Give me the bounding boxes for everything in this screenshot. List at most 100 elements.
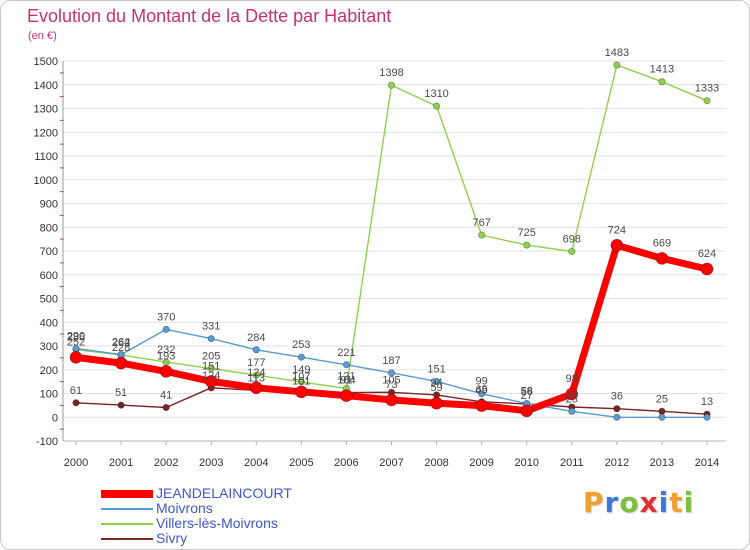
x-tick-label: 2009: [469, 457, 493, 469]
legend-label-villers-les-moivrons: Villers-lès-Moivrons: [156, 515, 278, 531]
data-point-villers-les-moivrons-2002: [162, 358, 170, 366]
data-point-villers-les-moivrons-2011: [568, 247, 576, 256]
data-point-villers-les-moivrons-2005: [297, 378, 305, 386]
data-point-moivrons-2013: [658, 413, 666, 421]
legend-item-sivry: Sivry: [101, 531, 292, 546]
legend-item-moivrons: Moivrons: [101, 501, 292, 516]
y-tick-label: 600: [40, 270, 58, 282]
y-tick-label: 100: [40, 389, 58, 401]
data-label-sivry-2009: 65: [476, 384, 488, 396]
data-point-sivry-2013: [658, 407, 666, 415]
data-points: [69, 61, 714, 421]
x-tick-label: 2013: [650, 457, 674, 469]
x-tick-label: 2007: [379, 457, 403, 469]
data-point-sivry-2002: [162, 403, 170, 412]
data-label-jeandelaincourt-2005: 107: [292, 371, 310, 383]
data-point-villers-les-moivrons-2014: [703, 97, 711, 105]
data-label-sivry-2002: 41: [160, 390, 172, 402]
legend-item-jeandelaincourt: JEANDELAINCOURT: [101, 486, 292, 501]
data-point-jeandelaincourt-2012: [610, 238, 624, 252]
data-label-villers-les-moivrons-2010: 725: [518, 227, 536, 239]
data-point-jeandelaincourt-2014: [700, 262, 714, 276]
data-point-villers-les-moivrons-2003: [207, 364, 215, 373]
logo-letter: t: [669, 486, 684, 519]
x-tick-label: 2008: [424, 457, 448, 469]
data-label-sivry-2008: 94: [430, 377, 442, 389]
data-label-sivry-2012: 36: [611, 391, 623, 403]
y-tick-label: 300: [40, 341, 58, 353]
data-label-jeandelaincourt-2011: 98: [566, 373, 578, 385]
data-label-jeandelaincourt-2012: 724: [608, 224, 626, 236]
data-point-jeandelaincourt-2007: [385, 393, 398, 407]
legend-label-sivry: Sivry: [156, 530, 188, 546]
data-point-jeandelaincourt-2002: [159, 365, 173, 378]
data-label-sivry-2011: 43: [566, 389, 578, 401]
legend-label-moivrons: Moivrons: [156, 500, 213, 516]
data-point-villers-les-moivrons-2007: [387, 81, 396, 89]
data-point-jeandelaincourt-2006: [340, 389, 353, 403]
data-point-jeandelaincourt-2003: [204, 374, 218, 388]
data-label-jeandelaincourt-2008: 59: [430, 382, 442, 394]
data-label-jeandelaincourt-2002: 193: [157, 350, 175, 362]
data-point-sivry-2012: [613, 405, 621, 413]
chart-title: Evolution du Montant de la Dette par Hab…: [27, 6, 392, 26]
data-point-villers-les-moivrons-2008: [432, 102, 441, 110]
data-label-moivrons-2005: 253: [292, 339, 310, 351]
logo-letter: i: [683, 486, 695, 519]
x-tick-label: 2002: [154, 457, 178, 469]
data-point-moivrons-2004: [252, 346, 260, 354]
y-tick-label: 1500: [34, 56, 58, 68]
legend-swatch-jeandelaincourt: [101, 489, 153, 498]
data-label-villers-les-moivrons-2005: 149: [292, 364, 310, 376]
x-tick-label: 2001: [109, 457, 133, 469]
data-label-jeandelaincourt-2007: 73: [385, 379, 397, 391]
data-point-moivrons-2011: [568, 407, 576, 415]
data-label-villers-les-moivrons-2003: 205: [202, 351, 220, 363]
data-label-moivrons-2006: 221: [337, 347, 355, 359]
data-point-moivrons-2002: [162, 325, 170, 333]
data-label-moivrons-2011: 25: [566, 393, 578, 405]
y-tick-label: 900: [40, 199, 58, 211]
legend-item-villers-les-moivrons: Villers-lès-Moivrons: [101, 516, 292, 531]
y-tick-label: 1300: [34, 104, 58, 116]
logo-letter: x: [639, 486, 659, 519]
data-label-villers-les-moivrons-2008: 1310: [424, 88, 448, 100]
y-tick-label: 1000: [34, 175, 58, 187]
x-tick-label: 2004: [244, 457, 268, 469]
data-label-sivry-2014: 13: [701, 396, 713, 408]
data-point-jeandelaincourt-2001: [114, 356, 128, 370]
data-label-sivry-2010: 56: [521, 386, 533, 398]
data-point-moivrons-2006: [342, 361, 351, 369]
x-tick-label: 2003: [199, 457, 223, 469]
data-label-moivrons-2010: 58: [521, 385, 533, 397]
data-point-moivrons-2012: [613, 413, 621, 421]
data-label-moivrons-2003: 331: [202, 321, 220, 333]
chart-subtitle: (en €): [28, 30, 57, 42]
logo-letter: r: [604, 486, 620, 519]
data-label-villers-les-moivrons-2006: 121: [337, 371, 355, 383]
data-label-moivrons-2004: 284: [247, 332, 265, 344]
data-label-jeandelaincourt-2000: 252: [67, 336, 85, 348]
y-tick-label: 1200: [34, 127, 58, 139]
data-label-sivry-2000: 61: [70, 385, 82, 397]
logo-letter: i: [658, 486, 670, 519]
x-tick-label: 2005: [289, 457, 313, 469]
data-label-villers-les-moivrons-2000: 285: [67, 332, 85, 344]
data-label-moivrons-2001: 264: [112, 337, 130, 349]
data-point-jeandelaincourt-2010: [520, 404, 534, 418]
legend-swatch-moivrons: [101, 507, 153, 510]
data-label-villers-les-moivrons-2007: 1398: [379, 67, 403, 79]
x-tick-label: 2006: [334, 457, 358, 469]
data-label-moivrons-2002: 370: [157, 311, 175, 323]
data-label-villers-les-moivrons-2002: 232: [157, 344, 175, 356]
gridlines: [60, 60, 726, 445]
y-tick-label: -100: [36, 436, 58, 448]
legend-swatch-villers-les-moivrons: [101, 522, 153, 525]
data-label-jeandelaincourt-2009: 49: [476, 385, 488, 397]
x-tick-label: 2000: [64, 457, 88, 469]
data-label-jeandelaincourt-2006: 91: [340, 375, 352, 387]
x-tick-label: 2012: [605, 457, 629, 469]
y-tick-label: 1400: [34, 80, 58, 92]
